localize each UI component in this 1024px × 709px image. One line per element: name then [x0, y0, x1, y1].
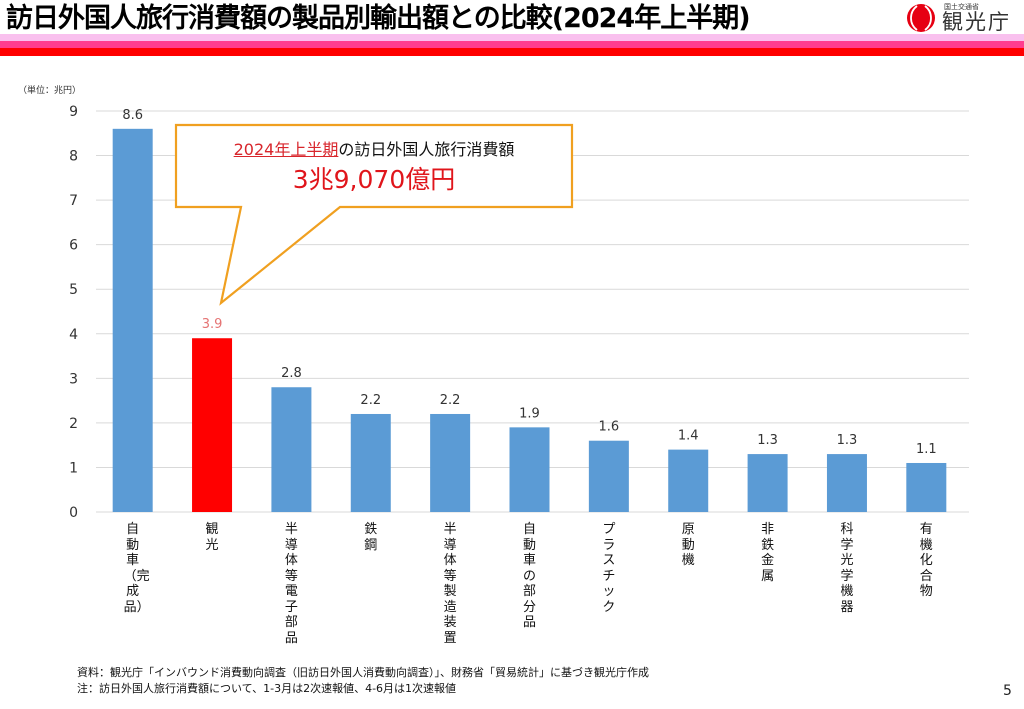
x-tick-label: 観光 — [205, 522, 219, 553]
header-stripe-pink — [0, 41, 1024, 48]
callout-bubble — [174, 123, 574, 306]
bar — [906, 462, 947, 512]
value-label: 1.1 — [916, 442, 937, 457]
bars — [112, 128, 947, 513]
unit-label: （単位：兆円） — [18, 86, 82, 96]
value-label: 2.2 — [360, 393, 381, 408]
x-tick-label: 非鉄金属 — [761, 522, 775, 584]
x-tick-label: 有機化合物 — [919, 522, 933, 599]
value-label: 3.9 — [202, 317, 223, 332]
value-label: 2.2 — [440, 393, 461, 408]
x-tick-label: プラスチック — [602, 522, 616, 615]
bar — [350, 413, 391, 512]
y-tick-label: 0 — [69, 505, 78, 521]
header-stripe-red — [0, 48, 1024, 56]
y-tick-label: 1 — [69, 460, 78, 476]
logo-mark-icon — [907, 4, 935, 32]
x-tick-label: 半導体等製造装置 — [443, 522, 457, 646]
bar — [271, 387, 312, 512]
y-tick-label: 3 — [69, 371, 78, 387]
value-label: 1.4 — [678, 429, 699, 444]
y-tick-label: 9 — [69, 104, 78, 120]
bar — [192, 338, 233, 512]
bar — [668, 449, 709, 512]
y-tick-label: 7 — [69, 193, 78, 209]
value-label: 1.3 — [757, 433, 778, 448]
bar — [747, 454, 788, 512]
callout-amount: 3兆9,070億円 — [292, 165, 456, 194]
y-tick-label: 4 — [69, 327, 78, 343]
bar — [826, 454, 867, 512]
value-label: 8.6 — [122, 108, 143, 123]
x-tick-label: 自動車の部分品 — [522, 522, 536, 630]
value-label: 1.6 — [599, 420, 620, 435]
page-title: 訪日外国人旅行消費額の製品別輸出額との比較(2024年上半期) — [6, 3, 751, 34]
callout-outline — [174, 123, 574, 306]
callout-highlight: 2024年上半期 — [233, 140, 339, 159]
bar — [112, 128, 153, 513]
x-tick-label: 鉄鋼 — [364, 522, 378, 553]
header-stripe-light — [0, 34, 1024, 41]
x-tick-label: 科学光学機器 — [840, 522, 854, 615]
x-tick-label: 原動機 — [681, 522, 695, 568]
value-label: 1.9 — [519, 406, 540, 421]
x-tick-label: 自動車（完成品） — [123, 522, 150, 615]
bar — [430, 413, 471, 512]
y-tick-label: 2 — [69, 416, 78, 432]
source-note: 資料：観光庁「インバウンド消費動向調査（旧訪日外国人消費動向調査）」、財務省「貿… — [77, 666, 649, 679]
bar — [509, 427, 550, 512]
footnote: 注：訪日外国人旅行消費額について、1-3月は2次速報値、4-6月は1次速報値 — [77, 682, 457, 695]
logo-ministry-text: 国土交通省 — [944, 3, 979, 11]
y-tick-label: 6 — [69, 238, 78, 254]
callout-text: の訪日外国人旅行消費額 — [338, 140, 515, 159]
page-number: 5 — [1003, 683, 1012, 699]
value-label: 1.3 — [837, 433, 858, 448]
y-tick-label: 8 — [69, 149, 78, 165]
agency-logo: 国土交通省 観光庁 — [904, 2, 1022, 34]
x-tick-label: 半導体等電子部品 — [284, 522, 298, 646]
y-tick-labels: 0 1 2 3 4 5 6 7 8 9 — [69, 104, 78, 521]
y-tick-label: 5 — [69, 282, 78, 298]
callout-caption: 2024年上半期の訪日外国人旅行消費額 — [176, 136, 572, 160]
bar — [588, 440, 629, 512]
value-labels: 8.6 3.9 2.8 2.2 2.2 1.9 1.6 1.4 1.3 1.3 1.1 — [122, 108, 936, 457]
logo-agency-text: 観光庁 — [942, 10, 1011, 34]
value-label: 2.8 — [281, 366, 302, 381]
